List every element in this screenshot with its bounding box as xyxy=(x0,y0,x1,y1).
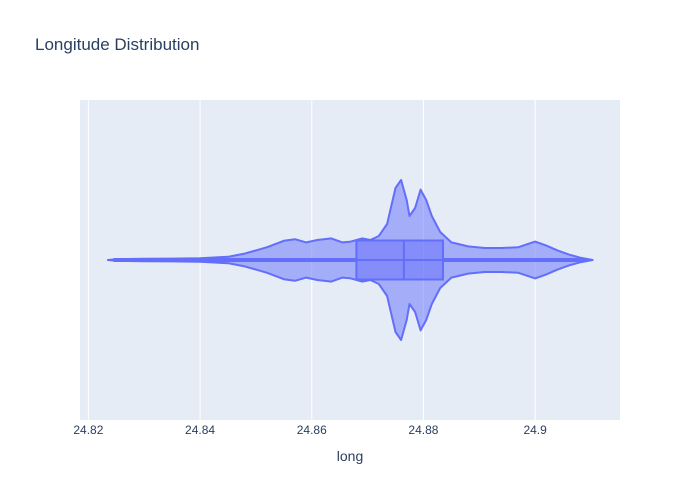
x-axis: 24.82 24.84 24.86 24.88 24.9 xyxy=(73,423,547,437)
x-axis-title: long xyxy=(337,448,363,464)
x-tick-label: 24.82 xyxy=(73,423,103,437)
box xyxy=(355,239,444,281)
x-tick-label: 24.84 xyxy=(185,423,215,437)
chart-title: Longitude Distribution xyxy=(35,35,199,54)
x-tick-label: 24.9 xyxy=(523,423,547,437)
x-tick-label: 24.86 xyxy=(297,423,327,437)
violin-trace xyxy=(106,179,594,341)
x-tick-label: 24.88 xyxy=(408,423,438,437)
